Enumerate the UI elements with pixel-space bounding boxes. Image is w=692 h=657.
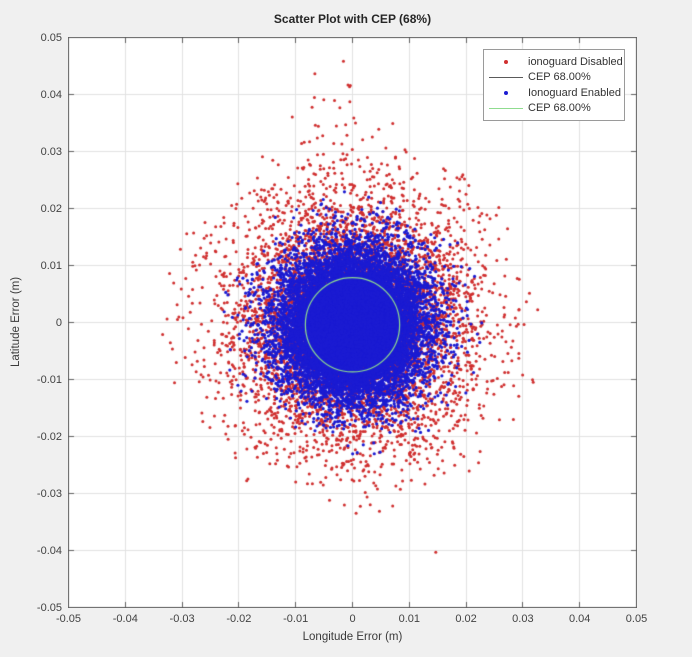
legend-marker-shape — [489, 107, 523, 109]
legend-item: CEP 68.00% — [486, 101, 622, 117]
x-tick-label: -0.02 — [226, 613, 252, 625]
plot-area — [68, 37, 637, 608]
x-tick-label: 0.04 — [568, 613, 591, 625]
x-tick-label: -0.01 — [283, 613, 309, 625]
y-tick-label: -0.02 — [36, 430, 62, 443]
legend-line-marker-icon — [486, 76, 526, 78]
legend: ionoguard Disabled CEP 68.00% Ionoguard En… — [483, 49, 625, 121]
x-tick-label: 0.01 — [398, 613, 420, 625]
legend-dot-marker-icon — [486, 59, 526, 64]
x-tick-label: 0.05 — [625, 613, 648, 625]
x-tick-label: -0.05 — [55, 613, 82, 625]
legend-item-label: CEP 68.00% — [528, 71, 591, 84]
x-tick-label: 0.02 — [455, 613, 477, 625]
chart-title: Scatter Plot with CEP (68%) — [273, 12, 432, 26]
y-tick-label: 0.03 — [40, 145, 62, 158]
legend-marker-shape — [504, 59, 508, 64]
y-tick-label: 0.04 — [40, 88, 62, 101]
y-axis-label: Latitude Error (m) — [10, 276, 22, 368]
x-axis-label: Longitude Error (m) — [302, 631, 403, 643]
legend-item: ionoguard Disabled — [486, 54, 622, 70]
x-tick-label: -0.04 — [112, 613, 138, 625]
legend-item-label: Ionoguard Enabled — [528, 86, 621, 99]
legend-line-marker-icon — [486, 107, 526, 109]
y-tick-label: -0.04 — [36, 544, 62, 557]
y-tick-label: 0 — [55, 316, 62, 329]
y-tick-label: 0.01 — [40, 259, 62, 272]
y-tick-label: -0.03 — [36, 487, 62, 500]
x-tick-label: 0.03 — [512, 613, 534, 625]
legend-item-label: ionoguard Disabled — [528, 55, 622, 68]
scatter-canvas — [68, 37, 637, 608]
legend-marker-shape — [489, 76, 523, 78]
legend-item: CEP 68.00% — [486, 70, 622, 86]
y-tick-label: -0.01 — [36, 373, 62, 386]
x-tick-label: 0 — [349, 613, 356, 625]
y-tick-label: 0.05 — [40, 31, 62, 44]
y-tick-label: 0.02 — [40, 202, 62, 215]
x-tick-label: -0.03 — [169, 613, 195, 625]
y-tick-label: -0.05 — [36, 601, 62, 614]
legend-item-label: CEP 68.00% — [528, 102, 591, 115]
legend-dot-marker-icon — [486, 90, 526, 95]
legend-item: Ionoguard Enabled — [486, 85, 622, 101]
legend-marker-shape — [504, 90, 508, 95]
